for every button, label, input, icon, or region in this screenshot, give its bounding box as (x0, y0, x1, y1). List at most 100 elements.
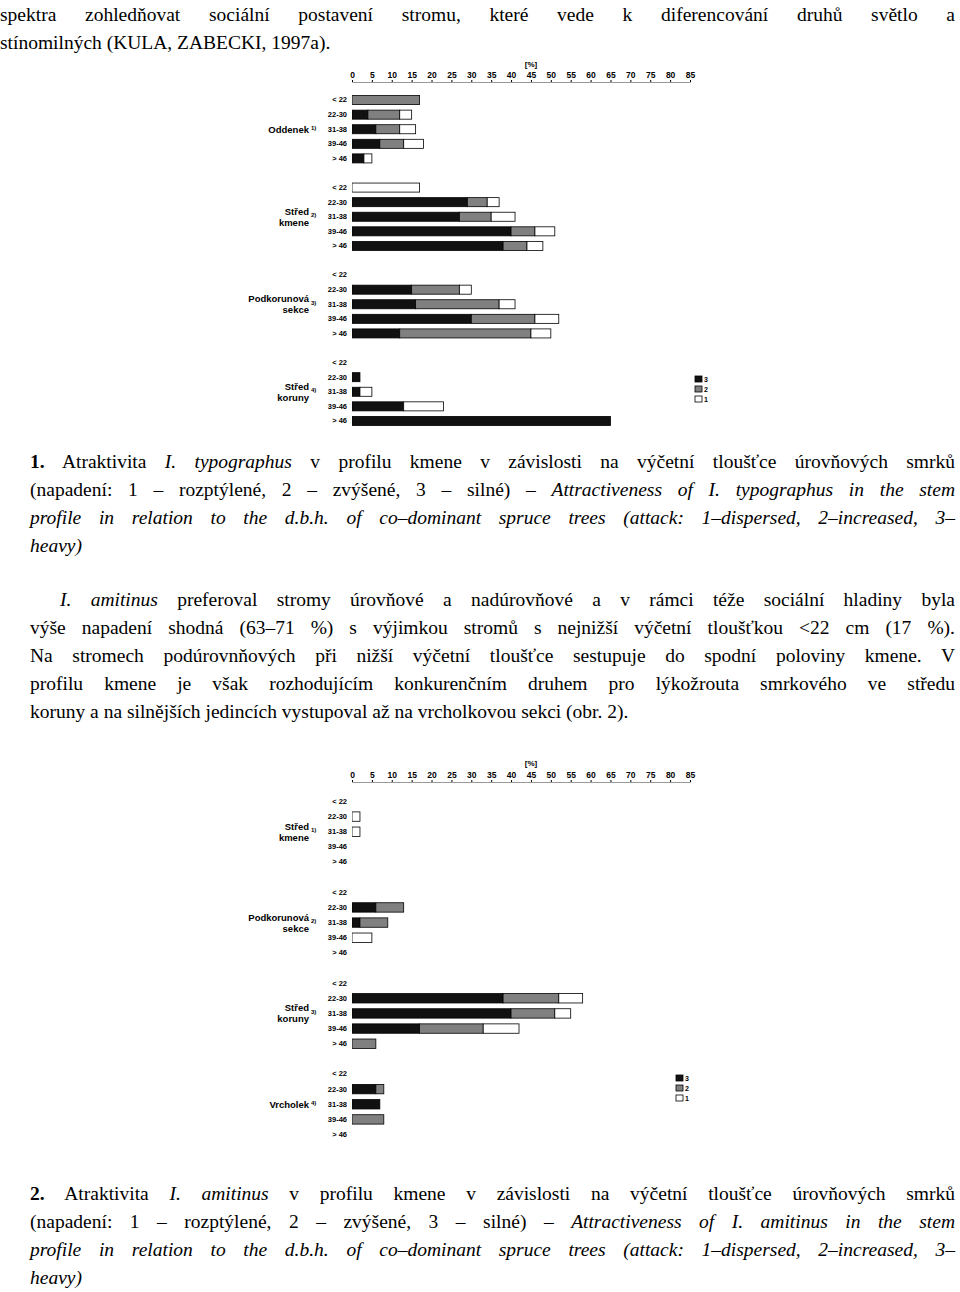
tick-mark (432, 80, 433, 82)
tick-mark (630, 780, 631, 782)
group-label: Vrcholek (269, 1099, 309, 1110)
tick-label: 20 (427, 770, 437, 780)
chart: 0510152025303540455055606570758085[%]< 2… (248, 759, 695, 1139)
tick-label: 39-46 (328, 842, 347, 851)
bar (352, 358, 353, 367)
tick-mark (650, 780, 651, 782)
tick-mark (591, 780, 592, 782)
tick-mark (491, 80, 492, 82)
bar (483, 1024, 519, 1033)
bar-series (352, 110, 559, 411)
tick-label: 75 (646, 770, 656, 780)
bar (352, 918, 360, 927)
tick-label: 22-30 (328, 1085, 347, 1094)
text-run: preferoval stromy úrovňové a nadúrovňové… (158, 589, 955, 610)
tick-label: 31-38 (328, 387, 347, 396)
tick-label: 5 (370, 70, 375, 80)
category-tick: 22-30 (328, 812, 347, 821)
category-tick: < 22 (332, 95, 347, 104)
bar (352, 212, 459, 221)
text-run: heavy) (30, 1267, 82, 1288)
legend-label: 3 (685, 1075, 689, 1082)
bar (403, 903, 404, 912)
bar (352, 198, 467, 207)
bar (359, 373, 360, 382)
category-tick: < 22 (332, 358, 347, 367)
tick-label: 22-30 (328, 994, 347, 1003)
category-tick: 31-38 (328, 918, 347, 927)
x-tick: 5 (370, 770, 375, 782)
tick-label: < 22 (332, 270, 347, 279)
tick-mark (531, 780, 532, 782)
x-tick: 35 (487, 70, 497, 82)
tick-mark (610, 80, 611, 82)
bar (364, 154, 372, 163)
tick-label: 55 (566, 770, 576, 780)
x-tick: 15 (407, 70, 417, 82)
tick-label: 40 (507, 770, 517, 780)
category-tick: > 46 (332, 329, 347, 338)
text-line: 2. Atraktivita I. amitinus v profilu kme… (30, 1183, 955, 1205)
category-tick: 22-30 (328, 903, 347, 912)
text-run: (napadení: 1 – rozptýlené, 2 – zvýšené, … (30, 1211, 571, 1232)
x-tick: 65 (606, 70, 616, 82)
tick-label: 45 (527, 70, 537, 80)
bar (352, 271, 353, 280)
bar (352, 842, 353, 851)
axis-line (353, 80, 691, 83)
text-run: profile in relation to the d.b.h. of co–… (30, 507, 955, 528)
x-tick: 70 (626, 70, 636, 82)
group-note: 1) (311, 827, 316, 833)
bar (352, 903, 376, 912)
group-label: Podkorunovásekce (248, 912, 309, 934)
bar (352, 933, 372, 942)
tick-label: 31-38 (328, 827, 347, 836)
text-run: profile in relation to the d.b.h. of co–… (30, 1239, 955, 1260)
tick-label: 0 (350, 770, 355, 780)
tick-label: < 22 (332, 95, 347, 104)
category-tick: 39-46 (328, 1115, 347, 1124)
text-run: I. amitinus (169, 1183, 268, 1204)
bar (383, 1115, 384, 1124)
bar (352, 888, 353, 897)
bar (400, 329, 531, 338)
bar (352, 797, 353, 806)
tick-mark (511, 780, 512, 782)
bar (352, 797, 353, 806)
tick-label: 60 (586, 70, 596, 80)
bar (352, 300, 416, 309)
text-run: Attractiveness of I. amitinus in the ste… (571, 1211, 955, 1232)
x-tick: 20 (427, 70, 437, 82)
x-tick: 30 (467, 770, 477, 782)
bar (610, 416, 611, 425)
bar (471, 314, 535, 323)
x-tick: 20 (427, 770, 437, 782)
tick-label: > 46 (332, 948, 347, 957)
tick-label: 22-30 (328, 285, 347, 294)
bar-series (352, 903, 559, 1124)
x-tick: 25 (447, 70, 457, 82)
category-tick: 39-46 (328, 933, 347, 942)
category-tick: 31-38 (328, 1100, 347, 1109)
group-label: Středkoruny (277, 1002, 309, 1024)
bar-series (352, 96, 535, 338)
x-axis: 0510152025303540455055606570758085 (350, 770, 695, 783)
bar (491, 212, 515, 221)
figure-canvas: 0510152025303540455055606570758085[%]< 2… (0, 0, 960, 1292)
text-line: profilu kmene je však rozhodujícím konku… (30, 673, 955, 695)
bar (527, 241, 543, 250)
tick-label: < 22 (332, 797, 347, 806)
tick-label: 39-46 (328, 933, 347, 942)
category-tick: > 46 (332, 1039, 347, 1048)
bar (535, 314, 559, 323)
bar (352, 812, 360, 821)
tick-label: 10 (388, 770, 398, 780)
tick-mark (650, 80, 651, 82)
tick-mark (352, 780, 353, 782)
text-run: Atraktivita (45, 451, 165, 472)
group-note: 3) (311, 300, 316, 306)
category-tick: 39-46 (328, 139, 347, 148)
bar (352, 1115, 384, 1124)
bar (499, 300, 515, 309)
bar (379, 1100, 380, 1109)
